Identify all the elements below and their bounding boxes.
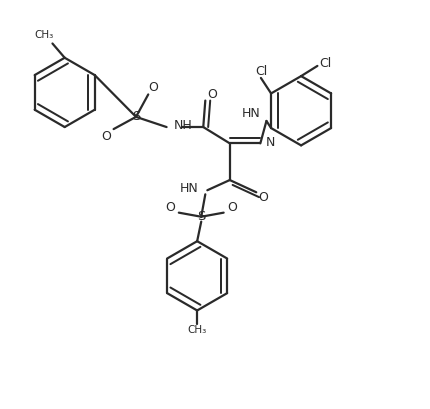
Text: HN: HN — [241, 107, 260, 120]
Text: CH₃: CH₃ — [187, 325, 206, 335]
Text: O: O — [227, 201, 237, 214]
Text: O: O — [207, 88, 217, 101]
Text: NH: NH — [174, 119, 192, 133]
Text: N: N — [265, 136, 274, 148]
Text: O: O — [165, 201, 175, 214]
Text: HN: HN — [179, 182, 198, 195]
Text: CH₃: CH₃ — [34, 30, 54, 40]
Text: S: S — [132, 110, 140, 124]
Text: O: O — [148, 81, 158, 94]
Text: O: O — [101, 130, 111, 143]
Text: Cl: Cl — [319, 56, 331, 70]
Text: S: S — [197, 210, 205, 223]
Text: O: O — [258, 191, 268, 204]
Text: Cl: Cl — [254, 65, 267, 78]
